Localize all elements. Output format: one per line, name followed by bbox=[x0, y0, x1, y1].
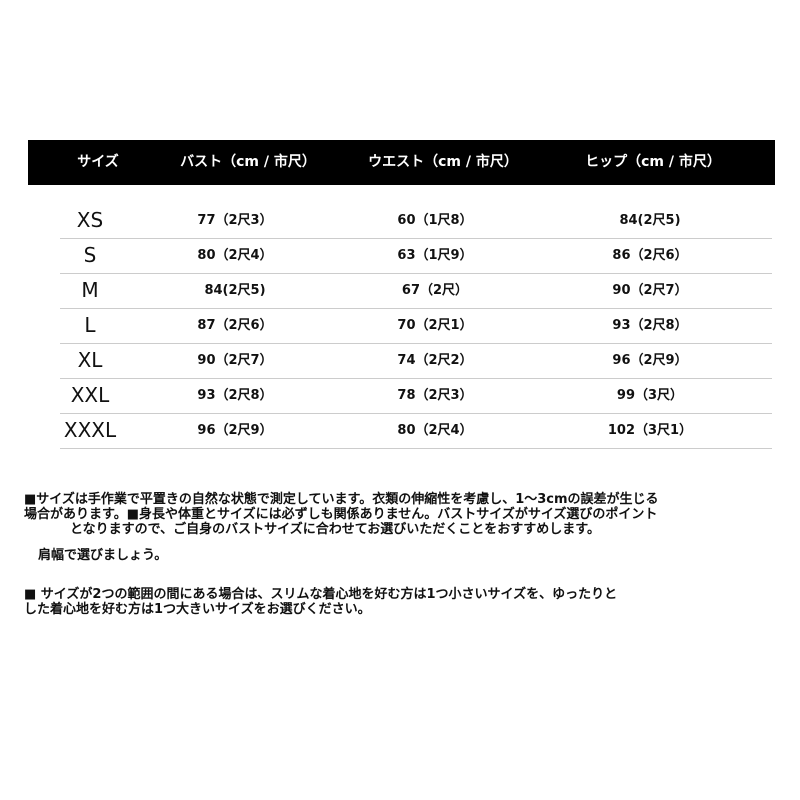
measurement: 87（2尺6） bbox=[197, 318, 273, 333]
measurement: 96（2尺9） bbox=[612, 353, 688, 368]
table-row: XL 90（2尺7） 74（2尺2） 96（2尺9） bbox=[60, 343, 772, 379]
header-cell: ウエスト（cm / 市尺） bbox=[368, 154, 518, 170]
size-label: M bbox=[81, 278, 99, 302]
measurement: 77（2尺3） bbox=[197, 213, 273, 228]
measurement: 90（2尺7） bbox=[612, 283, 688, 298]
note-line: 肩幅で選びましょう。 bbox=[38, 548, 168, 563]
measurement: 90（2尺7） bbox=[197, 353, 273, 368]
header-cell: サイズ bbox=[77, 154, 119, 170]
note-line: となりますので、ご自身のバストサイズに合わせてお選びいただくことをおすすめします… bbox=[70, 522, 601, 537]
measurement: 80（2尺4） bbox=[197, 248, 273, 263]
size-label: L bbox=[84, 313, 96, 337]
measurement: 60（1尺8） bbox=[397, 213, 473, 228]
measurement: 63（1尺9） bbox=[397, 248, 473, 263]
measurement: 70（2尺1） bbox=[397, 318, 473, 333]
note-line: 場合があります。■身長や体重とサイズには必ずしも関係ありません。バストサイズがサ… bbox=[24, 507, 658, 522]
table-row: XS 77（2尺3） 60（1尺8） 84(2尺5) bbox=[60, 203, 772, 239]
measurement: 99（3尺） bbox=[616, 388, 684, 403]
size-label: S bbox=[83, 243, 97, 267]
header-cell: バスト（cm / 市尺） bbox=[180, 154, 316, 170]
table-row: XXXL 96（2尺9） 80（2尺4） 102（3尺1） bbox=[60, 413, 772, 449]
size-label: XXL bbox=[70, 383, 110, 407]
measurement: 93（2尺8） bbox=[197, 388, 273, 403]
table-row: S 80（2尺4） 63（1尺9） 86（2尺6） bbox=[60, 238, 772, 274]
table-row: XXL 93（2尺8） 78（2尺3） 99（3尺） bbox=[60, 378, 772, 414]
note-line: ■サイズは手作業で平置きの自然な状態で測定しています。衣類の伸縮性を考慮し、1～… bbox=[24, 492, 659, 507]
size-label: XL bbox=[77, 348, 103, 372]
measurement: 102（3尺1） bbox=[607, 423, 693, 438]
measurement: 86（2尺6） bbox=[612, 248, 688, 263]
table-row: M 84(2尺5) 67（2尺） 90（2尺7） bbox=[60, 273, 772, 309]
measurement: 78（2尺3） bbox=[397, 388, 473, 403]
measurement: 80（2尺4） bbox=[397, 423, 473, 438]
measurement: 67（2尺） bbox=[401, 283, 469, 298]
table-header: サイズ バスト（cm / 市尺） ウエスト（cm / 市尺） ヒップ（cm / 市尺） bbox=[28, 140, 775, 185]
measurement: 74（2尺2） bbox=[397, 353, 473, 368]
measurement: 84(2尺5) bbox=[619, 213, 681, 228]
measurement: 93（2尺8） bbox=[612, 318, 688, 333]
measurement: 96（2尺9） bbox=[197, 423, 273, 438]
table-row: L 87（2尺6） 70（2尺1） 93（2尺8） bbox=[60, 308, 772, 344]
note-line: ■ サイズが2つの範囲の間にある場合は、スリムな着心地を好む方は1つ小さいサイズ… bbox=[24, 587, 618, 602]
header-cell: ヒップ（cm / 市尺） bbox=[585, 154, 721, 170]
note-line: した着心地を好む方は1つ大きいサイズをお選びください。 bbox=[24, 602, 371, 617]
size-label: XXXL bbox=[63, 418, 117, 442]
measurement: 84(2尺5) bbox=[204, 283, 266, 298]
size-label: XS bbox=[76, 208, 104, 232]
